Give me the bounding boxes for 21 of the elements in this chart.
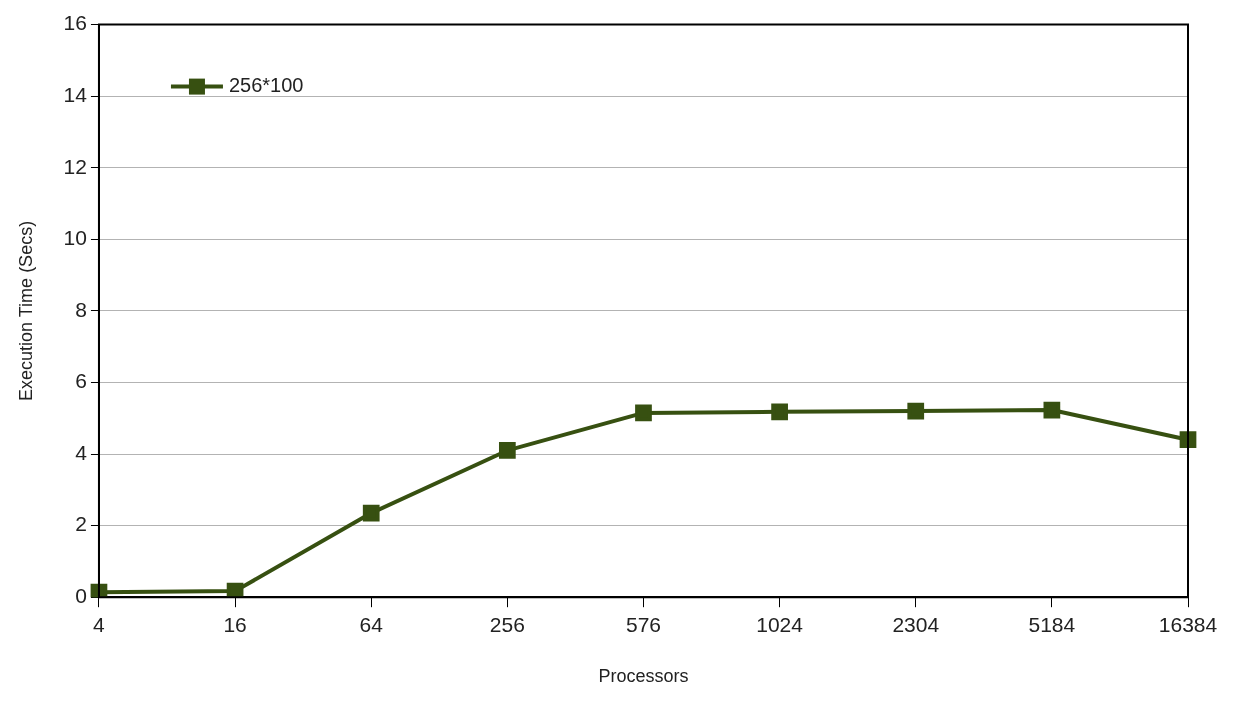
y-tick-label: 0 (75, 584, 87, 607)
x-axis-title: Processors (598, 666, 689, 687)
x-tick-label: 16384 (1158, 612, 1218, 636)
legend-label: 256*100 (228, 74, 304, 97)
x-tick-label: 4 (93, 612, 106, 636)
y-tick-label: 2 (75, 512, 87, 536)
x-tick-label: 256 (489, 612, 525, 636)
y-tick-label: 4 (75, 440, 88, 464)
y-tick-label: 12 (63, 154, 87, 178)
y-tick-label: 6 (75, 369, 87, 393)
x-tick-label: 2304 (892, 612, 940, 636)
y-tick-label: 16 (63, 11, 87, 35)
x-tick-label: 64 (359, 612, 384, 636)
x-tick-label: 576 (625, 612, 661, 636)
x-tick-label: 1024 (756, 612, 804, 636)
y-axis-title: Execution Time (Secs) (15, 220, 36, 401)
y-tick-label: 14 (63, 82, 88, 106)
y-tick-label: 8 (75, 297, 87, 321)
x-tick-label: 5184 (1028, 612, 1076, 636)
x-tick-label: 16 (223, 612, 247, 636)
y-tick-label: 10 (63, 226, 87, 250)
